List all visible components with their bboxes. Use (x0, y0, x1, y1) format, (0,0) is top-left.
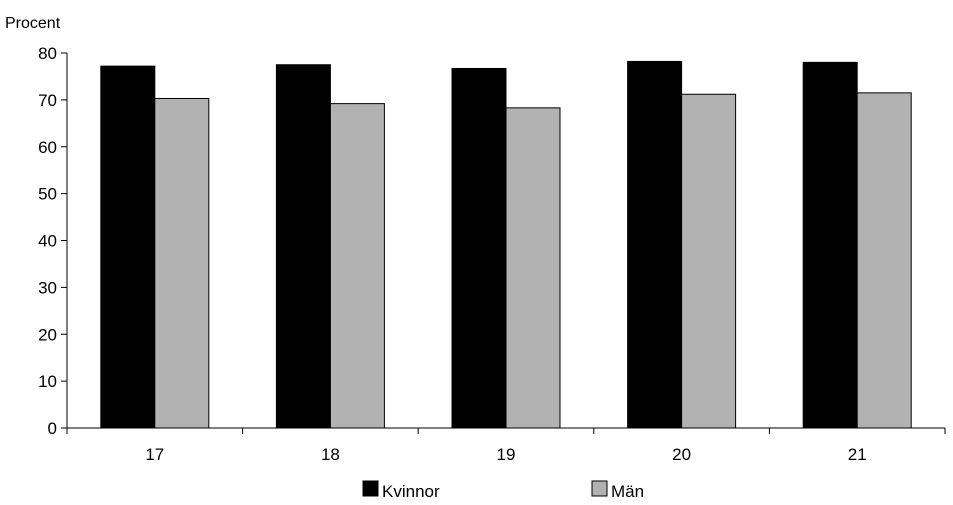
y-tick-label-2: 20 (38, 325, 57, 344)
bars (100, 60, 912, 429)
y-tick-label-1: 10 (38, 372, 57, 391)
x-tick-label-20: 20 (672, 445, 691, 464)
bar-kvinnor-17 (100, 65, 156, 429)
y-tick-label-8: 80 (38, 44, 57, 63)
bar-kvinnor-19 (451, 67, 507, 429)
x-tick-label-21: 21 (848, 445, 867, 464)
legend: Kvinnor Män (362, 480, 644, 501)
legend-swatch-kvinnor (362, 480, 379, 497)
y-tick-label-5: 50 (38, 185, 57, 204)
x-axis: 17 18 19 20 21 (66, 428, 946, 464)
bar-man-18 (329, 103, 385, 429)
y-tick-label-6: 60 (38, 138, 57, 157)
bar-man-20 (681, 93, 737, 429)
legend-label-kvinnor: Kvinnor (382, 482, 440, 500)
axes (66, 53, 945, 429)
x-tick-label-17: 17 (145, 445, 164, 464)
legend-swatch-man (591, 480, 608, 497)
bar-kvinnor-20 (627, 60, 683, 429)
y-axis-label: Procent (5, 15, 61, 32)
y-tick-label-0: 0 (48, 419, 57, 438)
x-tick-label-19: 19 (497, 445, 516, 464)
y-tick-label-3: 30 (38, 278, 57, 297)
y-tick-label-4: 40 (38, 232, 57, 251)
y-axis: 0 10 20 30 40 50 60 70 80 (38, 44, 67, 438)
bar-man-21 (856, 92, 912, 429)
bar-kvinnor-18 (275, 64, 331, 429)
bar-kvinnor-21 (802, 61, 858, 429)
y-tick-label-7: 70 (38, 91, 57, 110)
bar-man-17 (154, 97, 210, 429)
bar-man-19 (505, 107, 561, 429)
x-tick-label-18: 18 (321, 445, 340, 464)
legend-label-man: Män (611, 482, 644, 500)
